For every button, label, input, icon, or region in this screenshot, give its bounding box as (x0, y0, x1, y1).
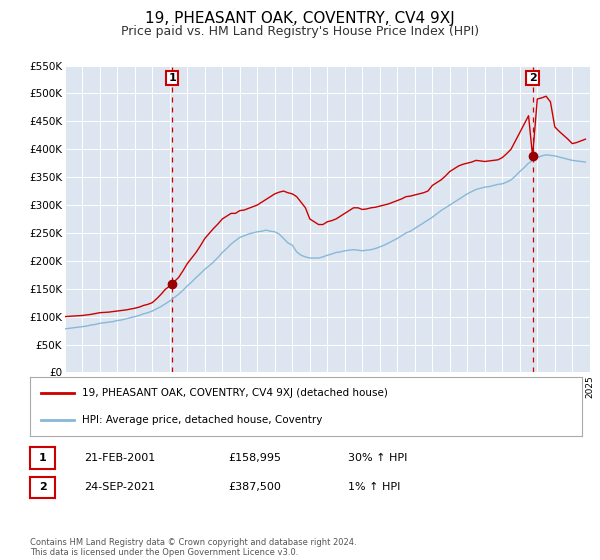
Text: 1% ↑ HPI: 1% ↑ HPI (348, 482, 400, 492)
Text: 2: 2 (529, 73, 536, 83)
Text: 24-SEP-2021: 24-SEP-2021 (84, 482, 155, 492)
Text: 19, PHEASANT OAK, COVENTRY, CV4 9XJ: 19, PHEASANT OAK, COVENTRY, CV4 9XJ (145, 11, 455, 26)
Text: 19, PHEASANT OAK, COVENTRY, CV4 9XJ (detached house): 19, PHEASANT OAK, COVENTRY, CV4 9XJ (det… (82, 388, 388, 398)
Text: 1: 1 (39, 453, 46, 463)
Text: Price paid vs. HM Land Registry's House Price Index (HPI): Price paid vs. HM Land Registry's House … (121, 25, 479, 38)
Text: 30% ↑ HPI: 30% ↑ HPI (348, 453, 407, 463)
Text: HPI: Average price, detached house, Coventry: HPI: Average price, detached house, Cove… (82, 415, 323, 425)
Text: Contains HM Land Registry data © Crown copyright and database right 2024.
This d: Contains HM Land Registry data © Crown c… (30, 538, 356, 557)
Text: 21-FEB-2001: 21-FEB-2001 (84, 453, 155, 463)
Text: 1: 1 (168, 73, 176, 83)
Text: £158,995: £158,995 (228, 453, 281, 463)
Text: £387,500: £387,500 (228, 482, 281, 492)
Text: 2: 2 (39, 482, 46, 492)
